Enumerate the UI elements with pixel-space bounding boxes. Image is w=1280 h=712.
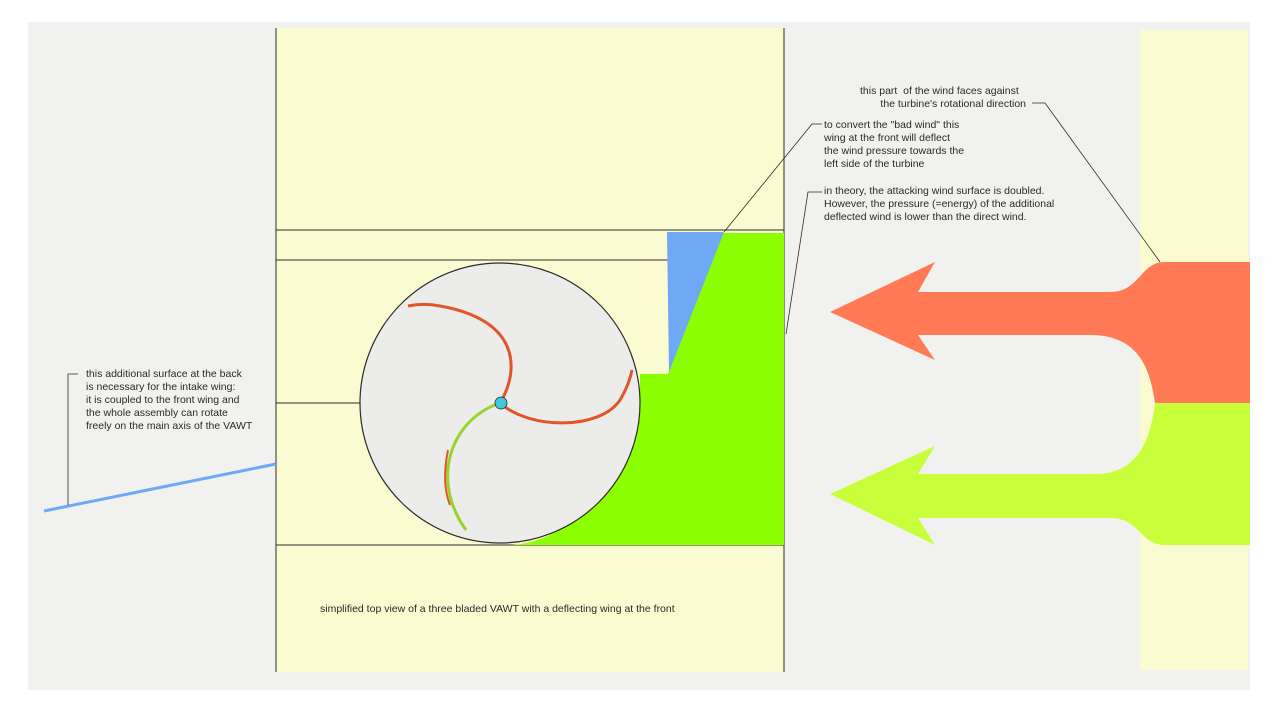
leader-back-surface <box>67 373 78 505</box>
green-flow-area <box>512 233 784 545</box>
blade-bottom <box>446 401 501 531</box>
annotation-bad-wind: to convert the "bad wind" this wing at t… <box>824 119 965 170</box>
leader-wind-opposing <box>1032 102 1161 263</box>
wind-arrow-red <box>830 262 1250 403</box>
rotor-hub <box>494 396 508 410</box>
blade-bottom-tip <box>444 449 451 506</box>
diagram-caption: simplified top view of a three bladed VA… <box>320 603 675 615</box>
back-surface-wing <box>43 462 277 513</box>
blade-top <box>407 303 513 404</box>
deflector-wing <box>667 232 724 372</box>
annotation-wind-opposing: this part of the wind faces against the … <box>860 85 1027 110</box>
blade-right <box>498 369 634 425</box>
leader-bad-wind <box>723 123 822 233</box>
annotation-theory: in theory, the attacking wind surface is… <box>824 185 1055 223</box>
annotation-back-surface: this additional surface at the back is n… <box>86 368 253 432</box>
wind-arrow-green <box>830 403 1250 545</box>
leader-theory <box>785 191 822 335</box>
leader-lines <box>67 102 1161 505</box>
